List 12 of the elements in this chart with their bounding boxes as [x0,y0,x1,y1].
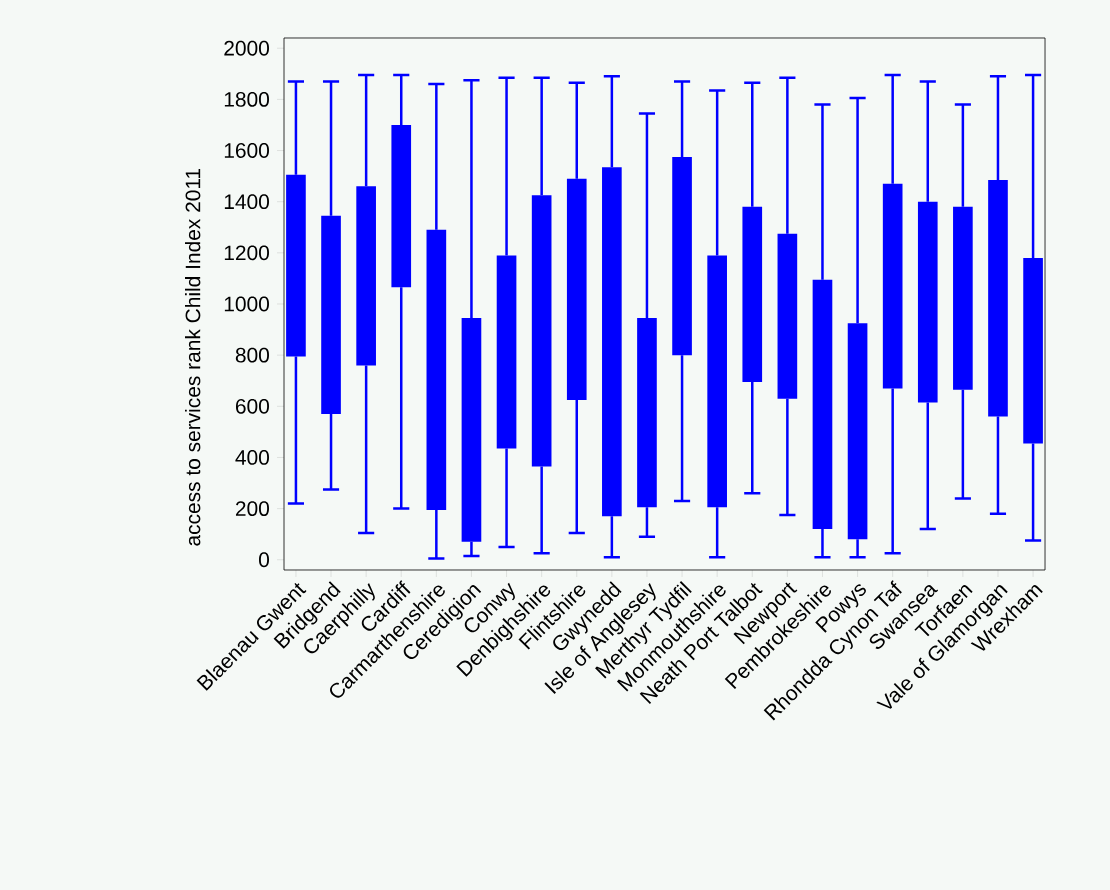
y-tick-label: 1600 [224,143,269,158]
y-tick-label: 1000 [224,296,269,312]
y-tick-label: 800 [235,347,269,363]
y-tick-label: 400 [235,450,269,465]
y-tick-label: 1200 [224,245,269,261]
y-tick-label: 200 [235,501,269,517]
y-tick-label: 1800 [224,91,269,107]
y-tick-label: 2000 [224,40,269,56]
y-tick-label: 0 [259,552,270,568]
y-tick-label: 600 [235,398,269,414]
y-axis-title: access to services rank Child Index 2011 [185,168,201,546]
y-tick-label: 1400 [224,194,269,210]
